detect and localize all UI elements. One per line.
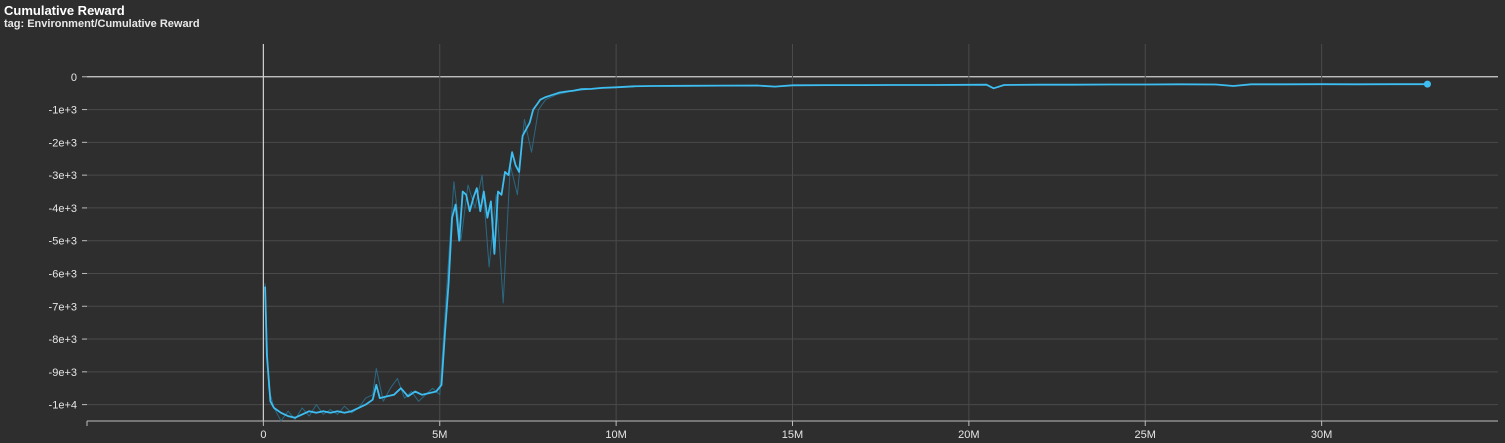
x-tick-label: 30M: [1311, 429, 1332, 441]
y-tick-label: -1e+3: [49, 105, 77, 117]
x-tick-label: 15M: [782, 429, 803, 441]
raw-series-line: [264, 86, 634, 422]
y-tick-label: -3e+3: [49, 170, 77, 182]
y-tick-label: -8e+3: [49, 334, 77, 346]
y-tick-label: -6e+3: [49, 268, 77, 280]
series-layer: [264, 80, 1431, 422]
series-end-point: [1423, 80, 1431, 88]
y-tick-label: 0: [71, 72, 77, 84]
y-tick-label: -4e+3: [49, 203, 77, 215]
x-tick-label: 10M: [605, 429, 626, 441]
tick-label-layer: 0 -1e+3 -2e+3 -3e+3 -4e+3 -5e+3 -6e+3 -7e+3 -8e+…: [49, 72, 1333, 441]
smoothed-series-line: [264, 83, 1428, 419]
grid-layer: [87, 44, 1498, 421]
chart-tag-subtitle: tag: Environment/Cumulative Reward: [4, 18, 200, 30]
y-tick-label: -5e+3: [49, 236, 77, 248]
y-tick-label: -9e+3: [49, 367, 77, 379]
y-tick-label: -1e+4: [49, 400, 77, 412]
x-tick-label: 20M: [958, 429, 979, 441]
chart-header: Cumulative Reward tag: Environment/Cumul…: [4, 3, 200, 31]
axis-layer: [82, 76, 1498, 426]
y-tick-label: -2e+3: [49, 137, 77, 149]
x-tick-label: 25M: [1135, 429, 1156, 441]
chart-title: Cumulative Reward: [4, 3, 125, 18]
x-tick-label: 0: [260, 429, 266, 441]
y-tick-label: -7e+3: [49, 301, 77, 313]
x-tick-label: 5M: [432, 429, 447, 441]
